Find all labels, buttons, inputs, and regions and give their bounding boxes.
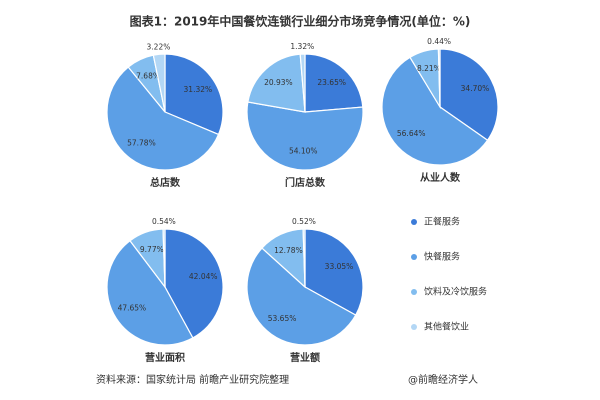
pie-slice — [302, 228, 306, 288]
value-label: 53.65% — [268, 314, 297, 323]
value-label: 0.44% — [427, 37, 451, 46]
value-label: 0.54% — [152, 217, 176, 226]
chart-title: 图表1：2019年中国餐饮连锁行业细分市场竞争情况(单位：%) — [130, 14, 471, 29]
pie-slice — [299, 53, 306, 113]
pie-slice — [247, 53, 306, 113]
pie-title: 营业额 — [290, 351, 320, 364]
pie-slice — [106, 66, 220, 171]
legend-swatch — [411, 254, 417, 260]
value-label: 57.78% — [127, 139, 156, 148]
value-label: 9.77% — [140, 245, 164, 254]
legend-label: 其他餐饮业 — [424, 321, 469, 333]
pie-slice — [106, 239, 194, 346]
legend-label: 正餐服务 — [424, 216, 460, 228]
pie-slice — [437, 48, 441, 108]
value-label: 0.52% — [292, 217, 316, 226]
value-label: 47.65% — [118, 303, 147, 312]
pie-title: 门店总数 — [285, 176, 326, 189]
pie-title: 从业人数 — [420, 171, 461, 184]
value-label: 20.93% — [264, 78, 293, 87]
value-label: 56.64% — [397, 129, 426, 138]
pie-title: 营业面积 — [145, 351, 185, 364]
value-label: 33.05% — [325, 262, 354, 271]
legend-label: 快餐服务 — [424, 251, 460, 263]
pie-slice — [381, 56, 489, 166]
credit: @前瞻经济学人 — [408, 373, 478, 386]
source: 资料来源：国家统计局 前瞻产业研究院整理 — [96, 373, 289, 386]
pie-slice — [162, 228, 166, 288]
value-label: 3.22% — [147, 42, 171, 51]
value-label: 23.65% — [317, 78, 346, 87]
value-label: 34.70% — [461, 84, 490, 93]
pie-title: 总店数 — [150, 176, 181, 189]
value-label: 8.21% — [417, 64, 441, 73]
pie-slice — [304, 228, 364, 316]
value-label: 42.04% — [189, 272, 218, 281]
pie-slice — [164, 53, 224, 136]
pie-slice — [304, 53, 364, 113]
legend-label: 饮料及冷饮服务 — [424, 286, 487, 298]
value-label: 7.68% — [136, 71, 160, 80]
value-label: 31.32% — [184, 85, 213, 94]
value-label: 12.78% — [274, 246, 303, 255]
value-label: 1.32% — [290, 42, 314, 51]
legend-swatch — [411, 324, 417, 330]
pie-slice — [439, 48, 499, 142]
pie-slice — [164, 228, 224, 339]
legend-swatch — [411, 289, 417, 295]
legend-swatch — [411, 219, 417, 225]
pie-slice — [246, 101, 364, 171]
value-label: 54.10% — [289, 146, 318, 155]
pie-slice — [152, 53, 166, 113]
pie-slice — [246, 247, 357, 346]
